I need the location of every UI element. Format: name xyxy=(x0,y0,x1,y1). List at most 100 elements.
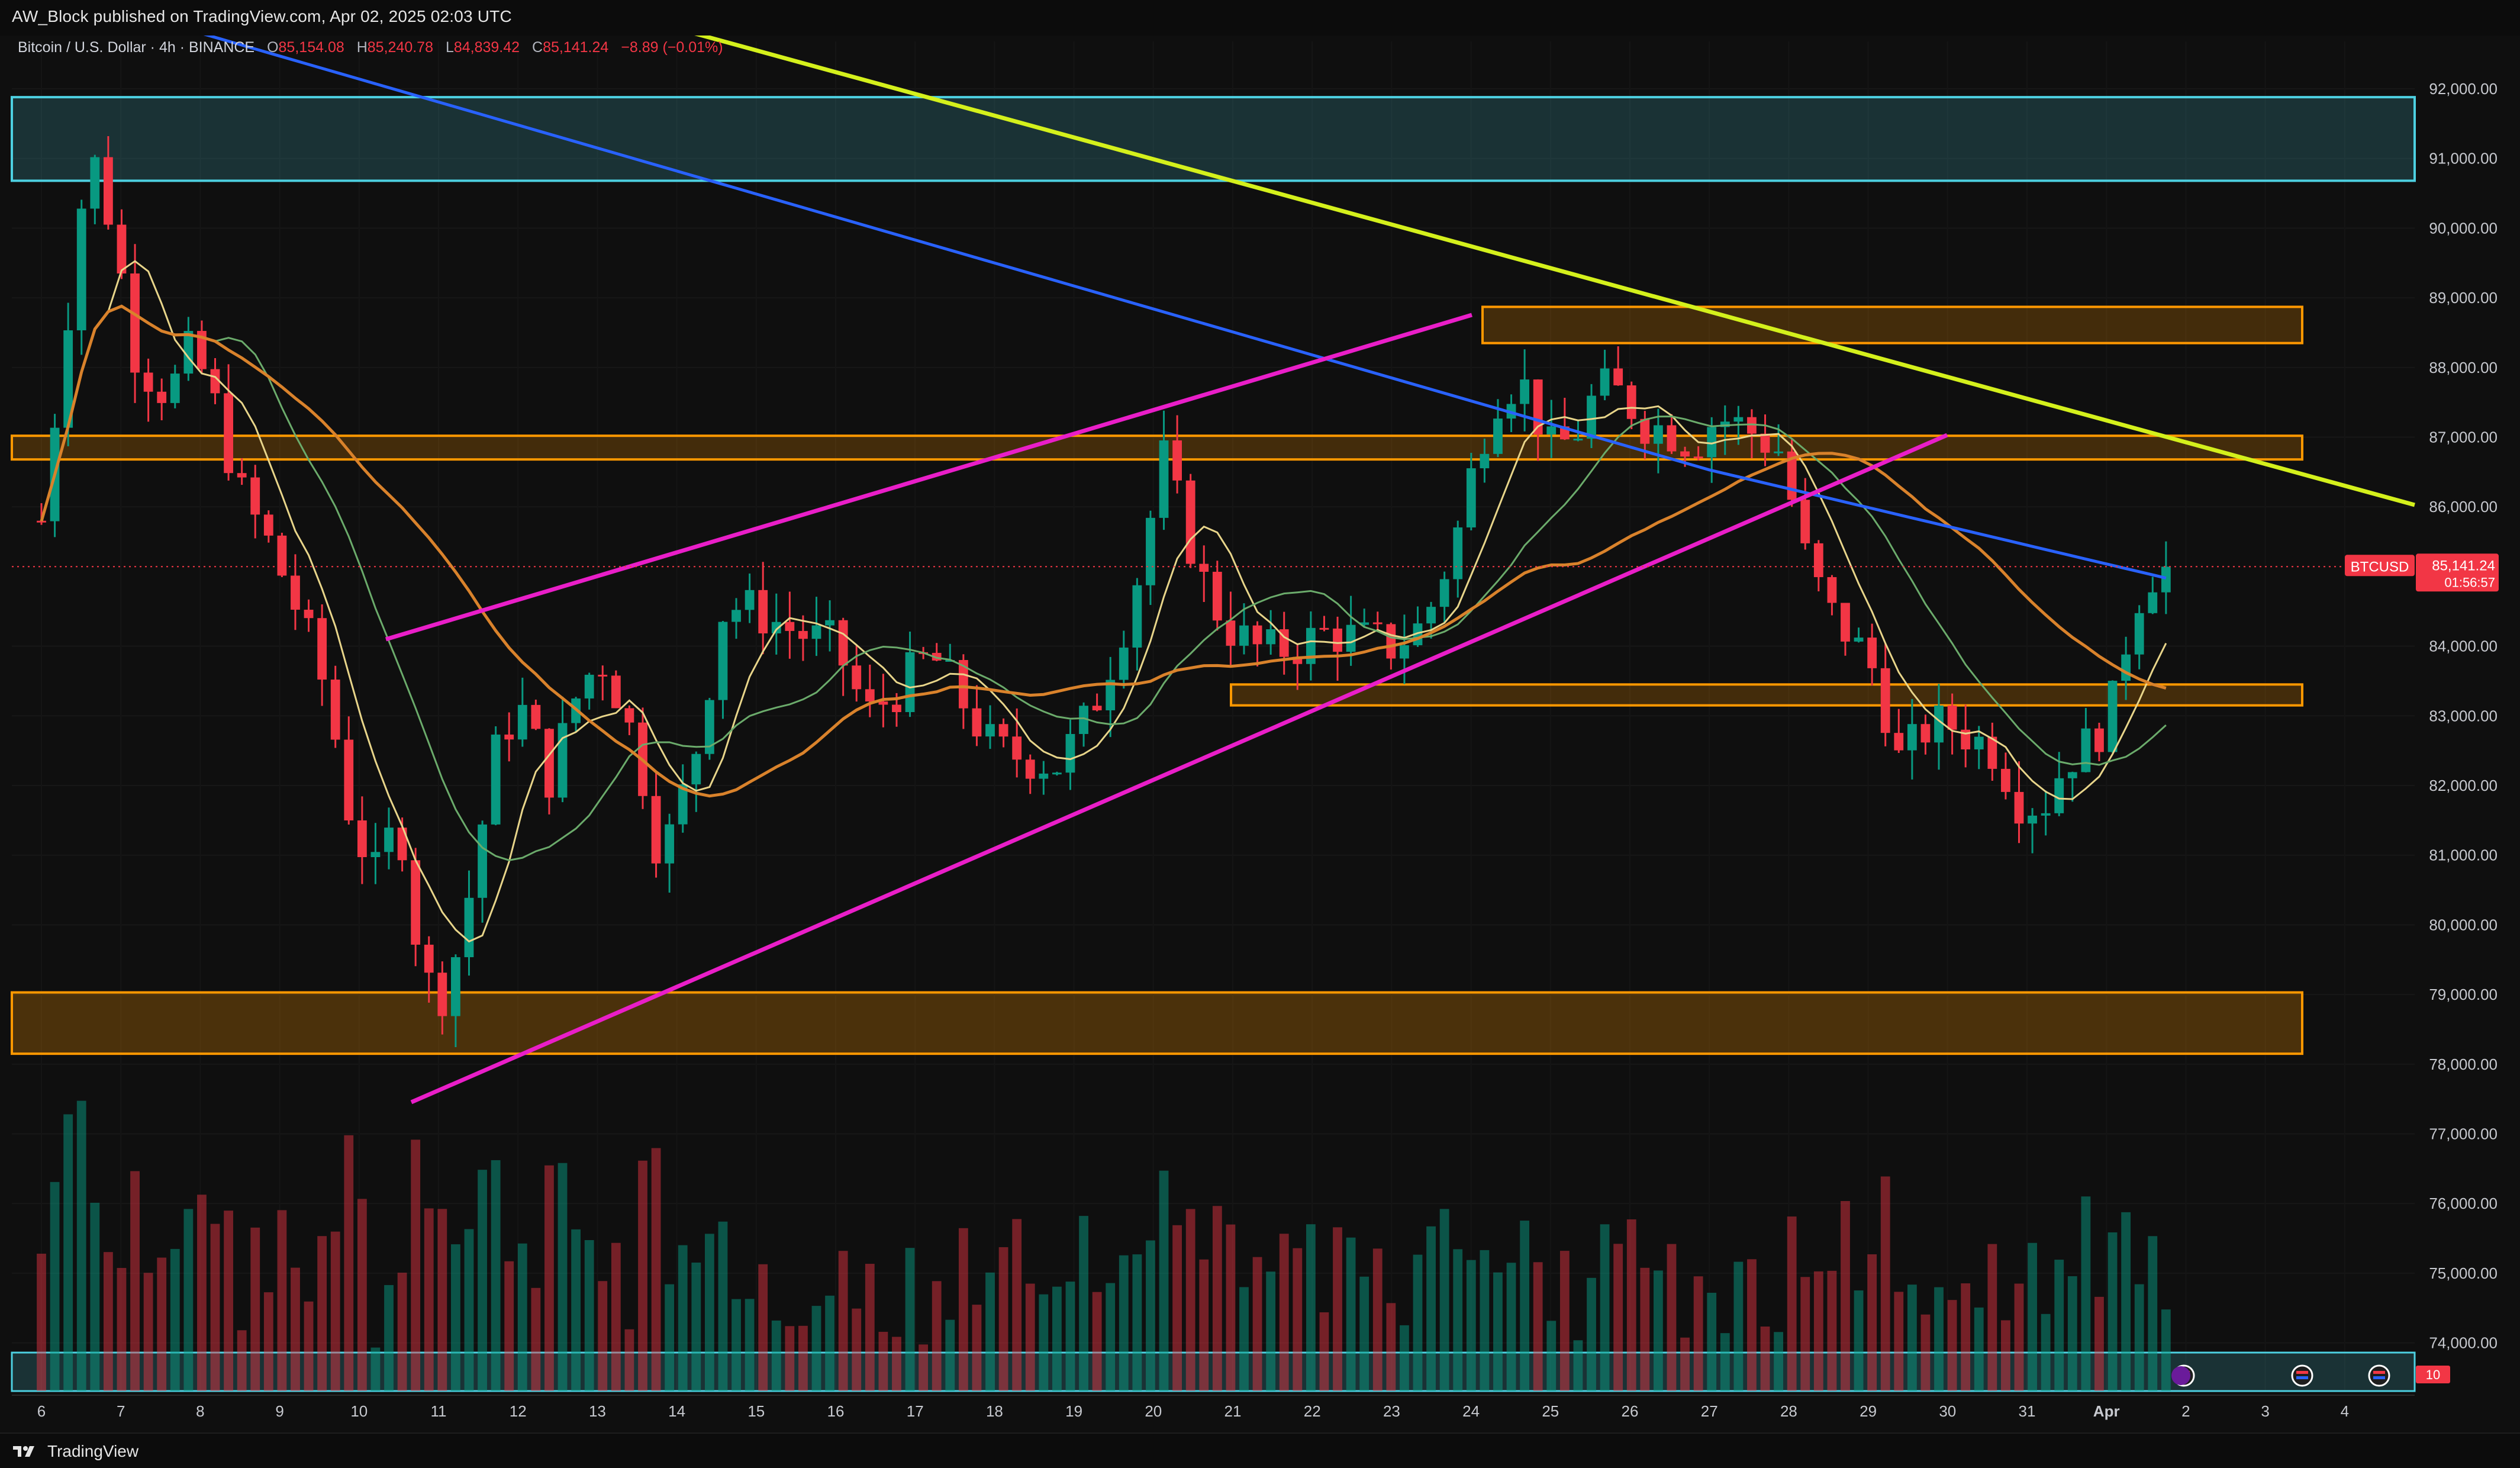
candle-body xyxy=(2028,815,2037,824)
volume-bar xyxy=(758,1264,768,1391)
candle-body xyxy=(478,824,487,898)
volume-bar xyxy=(1573,1340,1583,1391)
event-flag-icon-stripe xyxy=(2296,1376,2308,1379)
price-tick-label: 84,000.00 xyxy=(2429,638,2498,655)
volume-bar xyxy=(985,1272,995,1391)
candle-body xyxy=(1841,603,1850,642)
ticker-tag-bg xyxy=(2345,555,2415,577)
candle-body xyxy=(1106,680,1116,711)
volume-bar xyxy=(2121,1212,2131,1391)
volume-bar xyxy=(1185,1209,1195,1391)
volume-bar xyxy=(1346,1237,1356,1391)
volume-bar xyxy=(1920,1314,1931,1391)
price-tick-label: 88,000.00 xyxy=(2429,359,2498,376)
time-tick-label: 25 xyxy=(1542,1402,1559,1420)
candle-body xyxy=(1653,425,1663,444)
candle-body xyxy=(544,729,554,798)
volume-bar xyxy=(250,1227,260,1391)
candle-body xyxy=(2067,772,2077,778)
candle-body xyxy=(237,473,247,478)
volume-bar xyxy=(304,1301,314,1391)
volume-bar xyxy=(357,1199,367,1391)
volume-bar xyxy=(531,1287,541,1391)
volume-bar xyxy=(1106,1283,1116,1391)
candle-body xyxy=(1466,468,1476,528)
volume-bar xyxy=(1279,1234,1289,1391)
candle-body xyxy=(1439,579,1449,607)
candle-body xyxy=(263,514,273,536)
candle-body xyxy=(1400,645,1409,659)
candle-body xyxy=(678,784,688,825)
candle-body xyxy=(1613,368,1623,386)
candle-body xyxy=(2094,728,2104,752)
volume-bar xyxy=(825,1295,834,1391)
volume-bar xyxy=(638,1160,647,1391)
volume-bar xyxy=(1333,1227,1342,1391)
candle-body xyxy=(825,620,834,626)
time-tick-label: 31 xyxy=(2019,1402,2036,1420)
candle-body xyxy=(1760,433,1770,453)
candle-body xyxy=(624,708,634,723)
candle-body xyxy=(865,689,875,702)
tradingview-logo[interactable]: TradingView xyxy=(12,1442,138,1461)
candle-body xyxy=(291,575,300,610)
volume-bar xyxy=(2148,1236,2158,1391)
candle-body xyxy=(838,620,848,666)
candle-body xyxy=(1626,385,1636,419)
candle-body xyxy=(90,157,100,209)
candle-body xyxy=(1252,625,1262,645)
candle-body xyxy=(2107,681,2118,752)
event-flag-icon xyxy=(2368,1364,2390,1387)
volume-bar xyxy=(1680,1337,1690,1391)
price-zone xyxy=(1230,683,2303,707)
candle-body xyxy=(745,590,755,610)
volume-bar xyxy=(237,1330,247,1391)
high-label: H xyxy=(356,39,368,56)
time-tick-label: 9 xyxy=(275,1402,283,1420)
volume-bar xyxy=(2028,1242,2037,1391)
volume-bar xyxy=(1813,1271,1823,1391)
candle-body xyxy=(491,734,501,825)
candle-body xyxy=(1346,624,1356,652)
volume-bar xyxy=(130,1171,140,1391)
ticker-tag: BTCUSD xyxy=(2351,559,2409,575)
volume-bar xyxy=(37,1253,46,1391)
volume-bar xyxy=(1546,1321,1557,1391)
volume-bar xyxy=(1733,1261,1744,1391)
candle-body xyxy=(103,157,113,225)
descending-trendline xyxy=(680,27,2415,507)
candle-body xyxy=(651,796,661,864)
time-tick-label: 12 xyxy=(510,1402,527,1420)
event-flag-icon-ring xyxy=(2291,1364,2313,1387)
candle-body xyxy=(1867,638,1877,668)
candle-body xyxy=(1680,451,1690,457)
candle-body xyxy=(224,393,233,474)
moving-average-line xyxy=(40,260,2167,943)
volume-bar xyxy=(2107,1232,2118,1391)
candle-body xyxy=(1813,543,1823,577)
candle-body xyxy=(1453,527,1463,580)
time-tick-label: 14 xyxy=(668,1402,685,1420)
volume-bar xyxy=(905,1248,915,1391)
price-tick-label: 80,000.00 xyxy=(2429,916,2498,933)
candle-body xyxy=(451,957,460,1016)
volume-bar xyxy=(1693,1276,1703,1391)
candle-body xyxy=(611,675,621,709)
volume-bar xyxy=(1880,1176,1890,1391)
candle-body xyxy=(1800,500,1810,543)
candle-body xyxy=(1667,425,1677,452)
candle-body xyxy=(464,897,474,958)
last-price-tag-bg xyxy=(2416,553,2499,592)
candlestick-chart[interactable]: 92,000.00 91,000.00 90,000.00 89,000.00 88,0… xyxy=(0,27,2520,1432)
candle-body xyxy=(2041,813,2051,816)
chart-pane[interactable]: 92,000.00 91,000.00 90,000.00 89,000.00 88,0… xyxy=(0,27,2520,1432)
volume-bar xyxy=(491,1160,501,1391)
volume-bar xyxy=(478,1170,487,1391)
time-tick-label: 10 xyxy=(350,1402,368,1420)
candle-body xyxy=(1600,368,1610,396)
volume-bar xyxy=(558,1163,568,1391)
symbol-legend: Bitcoin / U.S. Dollar · 4h · BINANCE O85… xyxy=(18,39,723,56)
volume-bar xyxy=(370,1347,381,1391)
candle-body xyxy=(317,618,327,680)
price-zone xyxy=(11,96,2416,182)
